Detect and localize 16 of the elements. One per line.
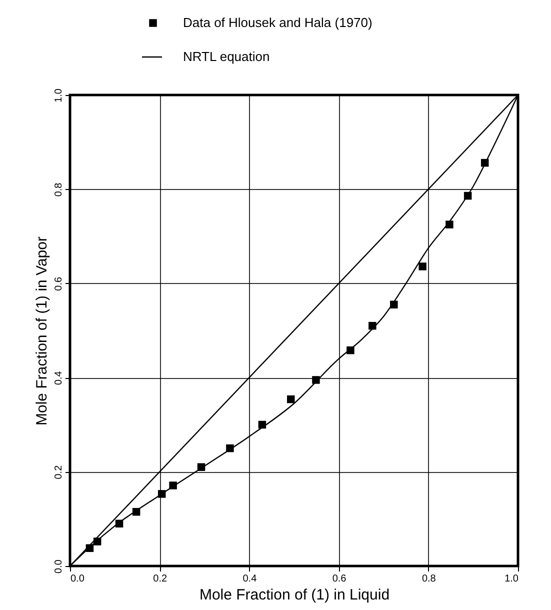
x-tick-label: 0.2 (153, 574, 168, 584)
y-tick-label: 0.0 (54, 559, 64, 574)
legend-label: Data of Hlousek and Hala (1970) (183, 15, 372, 30)
y-axis-title: Mole Fraction of (1) in Vapor (34, 236, 50, 426)
x-tick-label: 0.0 (70, 574, 85, 584)
y-tick-label: 0.4 (54, 370, 64, 386)
x-tick-label: 0.4 (242, 574, 258, 584)
x-tick-label: 0.8 (422, 574, 436, 584)
y-tick-label: 0.6 (54, 276, 64, 291)
y-tick-label: 1.0 (54, 88, 64, 102)
x-tick-label: 1.0 (504, 574, 519, 584)
y-tick-label: 0.8 (54, 182, 64, 197)
y-tick-label: 0.2 (54, 464, 64, 480)
x-axis-title: Mole Fraction of (1) in Liquid (199, 586, 390, 604)
x-tick-label: 0.6 (332, 574, 347, 584)
legend-label: NRTL equation (183, 49, 270, 64)
